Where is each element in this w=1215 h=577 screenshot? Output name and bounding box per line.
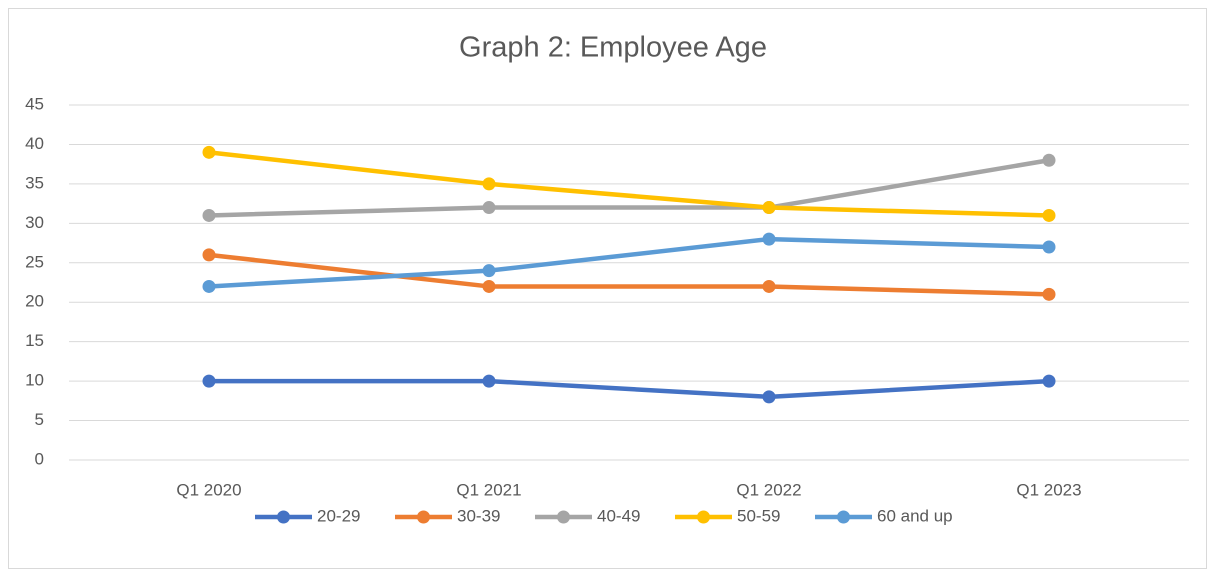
legend-marker [557, 510, 570, 524]
x-tick-label: Q1 2020 [176, 480, 241, 499]
legend-label: 60 and up [877, 506, 953, 525]
y-tick-label: 40 [25, 134, 44, 153]
y-tick-label: 25 [25, 252, 44, 271]
data-point [482, 264, 496, 278]
data-point [202, 145, 216, 159]
y-tick-label: 20 [25, 292, 44, 311]
data-point [482, 201, 496, 215]
data-point [202, 374, 216, 388]
data-point [1042, 153, 1056, 167]
y-tick-label: 45 [25, 94, 44, 113]
data-point [202, 279, 216, 293]
data-point [202, 248, 216, 262]
data-point [482, 279, 496, 293]
legend-marker [837, 510, 850, 524]
y-tick-label: 15 [25, 331, 44, 350]
data-point [762, 390, 776, 404]
data-point [762, 232, 776, 246]
legend-marker [417, 510, 430, 524]
y-tick-label: 35 [25, 173, 44, 192]
y-tick-label: 30 [25, 213, 44, 232]
data-point [762, 279, 776, 293]
data-point [202, 208, 216, 222]
data-point [1042, 374, 1056, 388]
series-line [206, 252, 1052, 297]
y-tick-label: 0 [35, 449, 44, 468]
chart-title: Graph 2: Employee Age [459, 32, 767, 64]
data-point [762, 201, 776, 215]
x-tick-label: Q1 2023 [1016, 480, 1081, 499]
series-line [206, 150, 1052, 218]
data-point [1042, 287, 1056, 301]
x-tick-label: Q1 2021 [456, 480, 521, 499]
data-point [482, 177, 496, 191]
legend-marker [277, 510, 290, 524]
series-line [206, 378, 1052, 400]
data-point [482, 374, 496, 388]
legend-label: 20-29 [317, 506, 360, 525]
x-tick-label: Q1 2022 [736, 480, 801, 499]
series-line [206, 236, 1052, 289]
y-tick-label: 10 [25, 371, 44, 390]
data-point [1042, 208, 1056, 222]
y-tick-label: 5 [35, 410, 44, 429]
legend-marker [697, 510, 710, 524]
legend-label: 30-39 [457, 506, 500, 525]
legend-label: 50-59 [737, 506, 780, 525]
legend-label: 40-49 [597, 506, 640, 525]
series-line [206, 157, 1052, 218]
data-point [1042, 240, 1056, 254]
